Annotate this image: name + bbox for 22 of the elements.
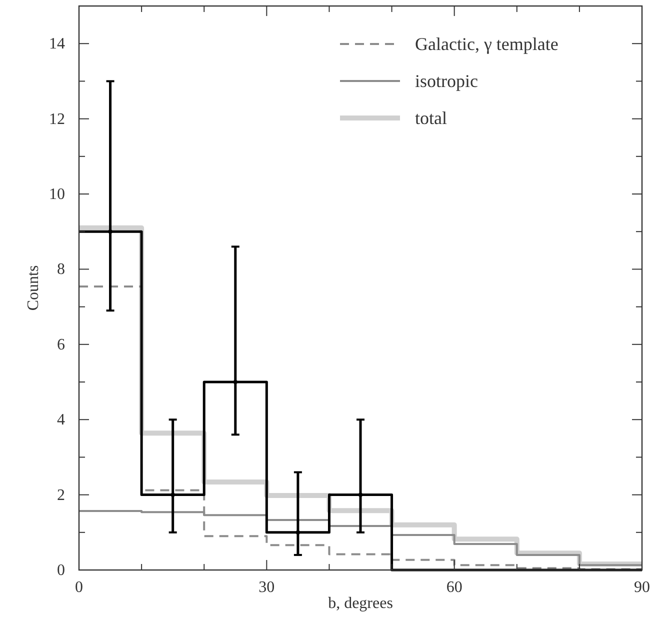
point (296, 530, 300, 535)
point (358, 492, 363, 497)
x-tick-label: 90 (634, 579, 650, 596)
y-tick-label: 2 (57, 486, 65, 504)
y-tick-label: 8 (57, 261, 65, 278)
y-tick-label: 4 (57, 412, 65, 429)
y-tick-label: 14 (49, 36, 65, 53)
y-tick-label: 10 (49, 186, 65, 203)
x-tick-label: 30 (258, 579, 275, 596)
point (170, 492, 176, 497)
legend-label: isotropic (415, 71, 478, 91)
point (108, 229, 112, 234)
x-tick-label: 60 (446, 579, 462, 596)
legend-label: Galactic, γ template (415, 34, 558, 54)
x-axis-title: b, degrees (328, 595, 393, 612)
y-tick-label: 6 (57, 336, 65, 354)
y-axis-title: Counts (25, 265, 42, 311)
legend-label: total (415, 108, 447, 128)
x-tick-label: 0 (75, 579, 83, 596)
y-tick-label: 12 (49, 110, 65, 128)
point (233, 380, 238, 384)
y-tick-label: 0 (57, 562, 65, 579)
